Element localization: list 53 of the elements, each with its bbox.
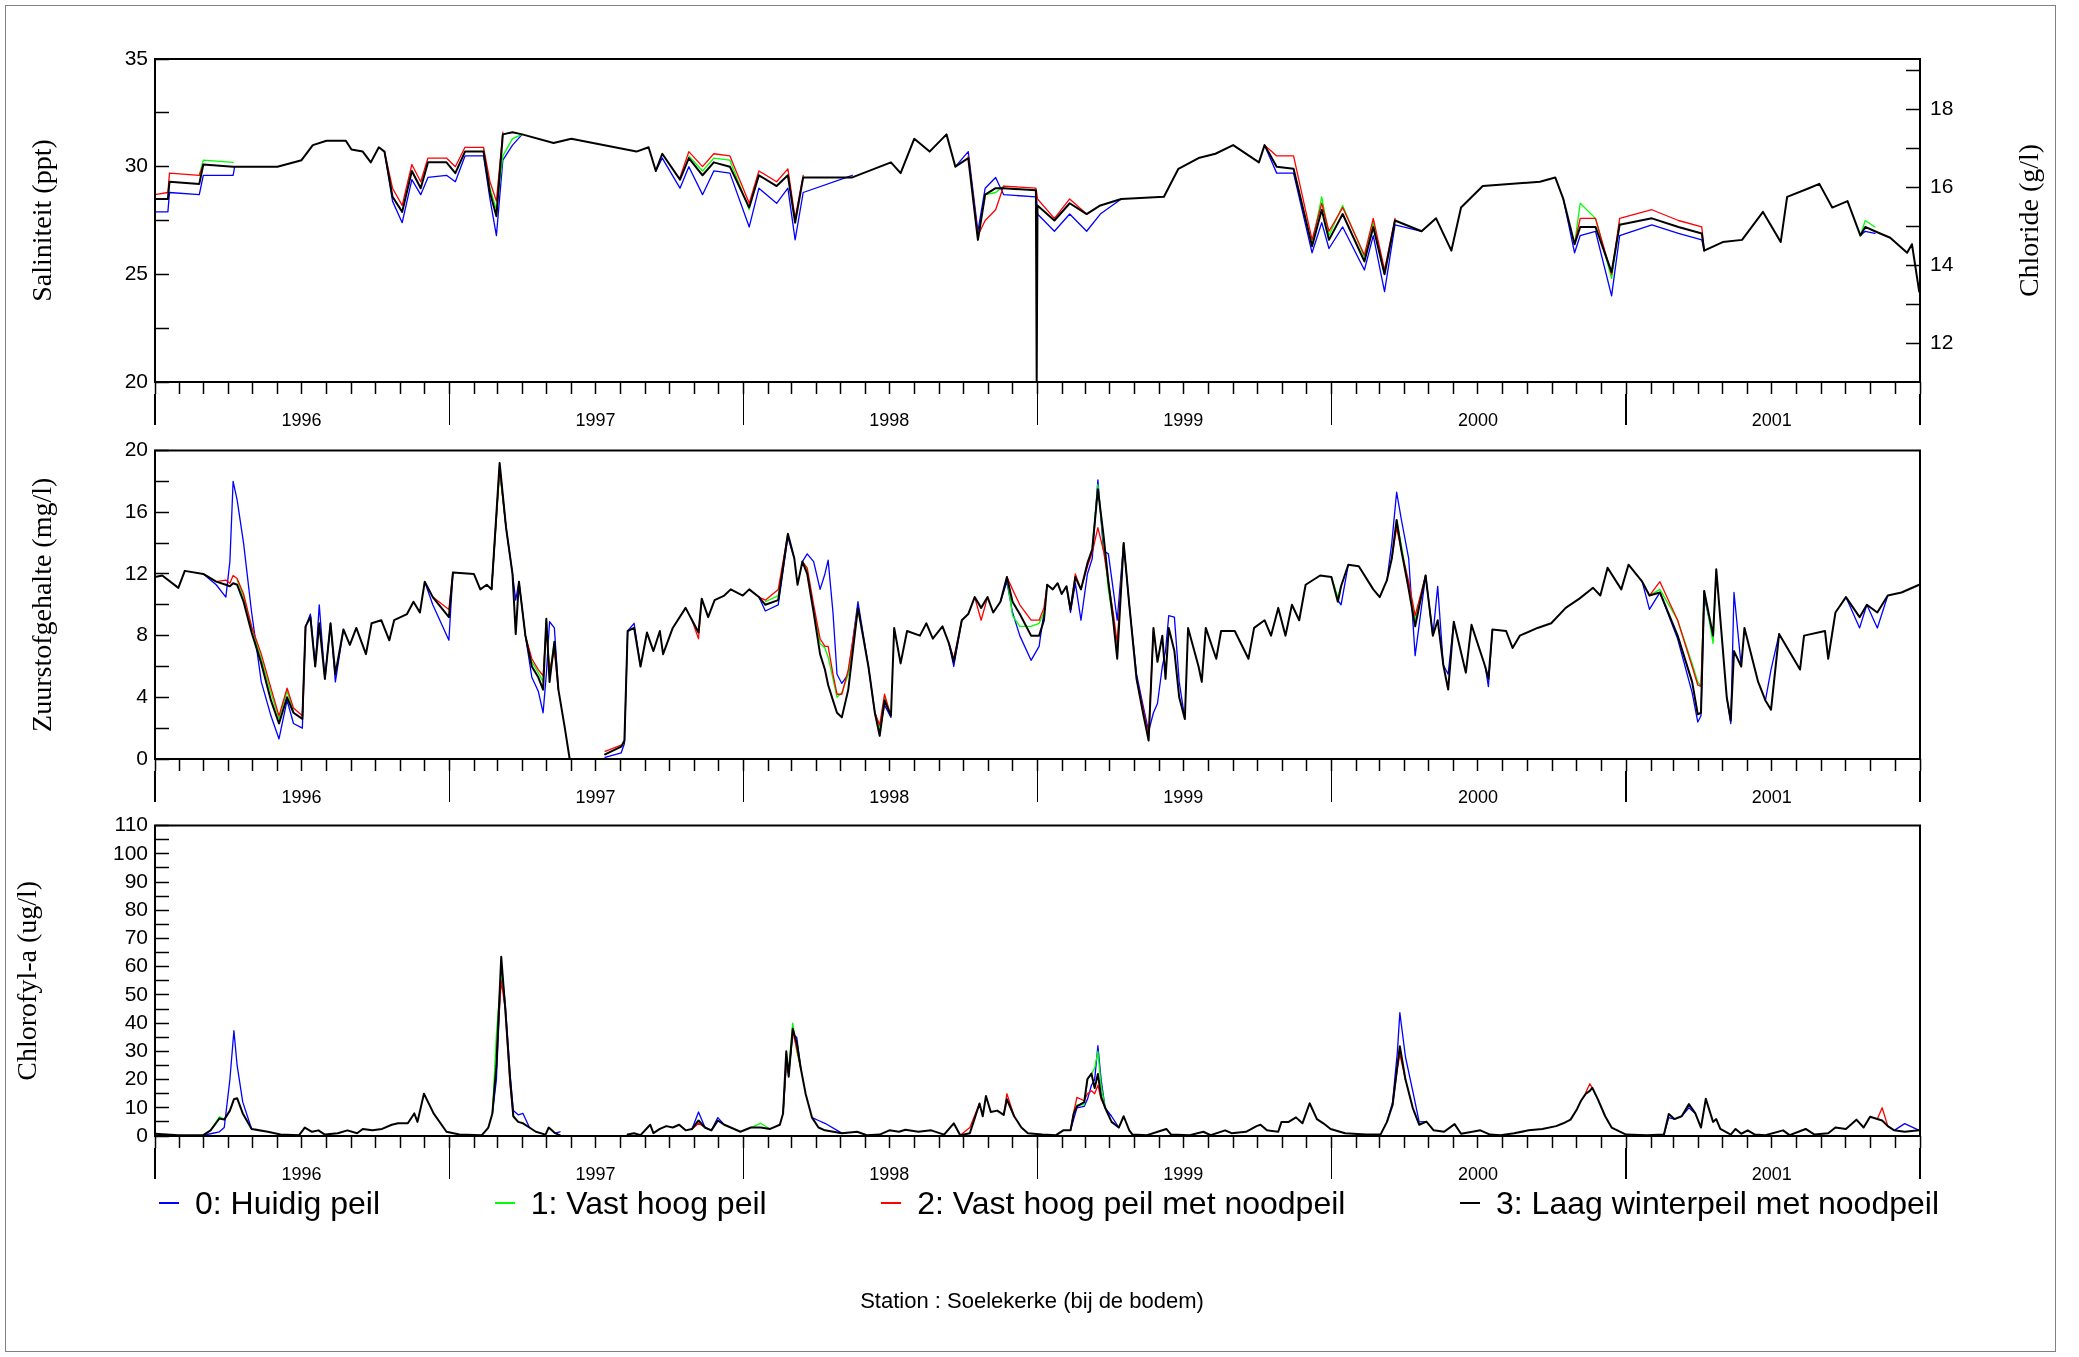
x-tick-label: 1996 xyxy=(281,786,322,807)
x-tick-label: 1999 xyxy=(1163,1163,1204,1184)
y-tick-label: 90 xyxy=(124,868,148,892)
y-tick-label: 20 xyxy=(124,368,148,392)
y-tick-label: 40 xyxy=(124,1009,148,1033)
x-tick-label: 2001 xyxy=(1751,786,1792,807)
y-tick-label: 25 xyxy=(124,261,148,285)
y-tick-label: 20 xyxy=(124,1066,148,1090)
y-tick-label: 20 xyxy=(124,437,148,461)
y-axis-title: Saliniteit (ppt) xyxy=(26,139,58,302)
x-tick-label: 1999 xyxy=(1163,786,1204,807)
x-tick-label: 2000 xyxy=(1457,1163,1498,1184)
y-tick-label: 30 xyxy=(124,153,148,177)
y-tick-label: 50 xyxy=(124,981,148,1005)
x-tick-label: 1998 xyxy=(869,1163,910,1184)
y-tick-label: 30 xyxy=(124,1038,148,1062)
x-tick-label: 1999 xyxy=(1163,409,1204,430)
x-tick-label: 1996 xyxy=(281,1163,322,1184)
legend-label: 1: Vast hoog peil xyxy=(530,1184,767,1222)
y-tick-label: 16 xyxy=(124,499,148,523)
y-tick-label: 100 xyxy=(112,840,148,864)
y-axis-title: Zuurstofgehalte (mg/l) xyxy=(26,477,58,732)
legend-label: 0: Huidig peil xyxy=(195,1184,380,1222)
y-tick-label: 10 xyxy=(124,1094,148,1118)
x-tick-label: 1996 xyxy=(281,409,322,430)
y-tick-label: 12 xyxy=(124,560,148,584)
legend-label: 3: Laag winterpeil met noodpeil xyxy=(1496,1184,1939,1222)
y2-tick-label: 12 xyxy=(1930,329,1954,353)
legend-label: 2: Vast hoog peil met noodpeil xyxy=(917,1184,1346,1222)
x-tick-label: 1997 xyxy=(575,786,616,807)
y-tick-label: 4 xyxy=(136,684,149,708)
x-tick-label: 1997 xyxy=(575,1163,616,1184)
y-tick-label: 60 xyxy=(124,953,148,977)
y2-tick-label: 18 xyxy=(1930,96,1954,120)
x-tick-label: 2001 xyxy=(1751,1163,1792,1184)
x-tick-label: 1998 xyxy=(869,786,910,807)
y-tick-label: 0 xyxy=(136,745,148,769)
y-tick-label: 110 xyxy=(114,812,148,836)
x-tick-label: 1998 xyxy=(869,409,910,430)
x-tick-label: 2000 xyxy=(1457,786,1498,807)
y-axis-title: Chlorofyl-a (ug/l) xyxy=(11,880,43,1081)
y-tick-label: 70 xyxy=(124,925,148,949)
y2-tick-label: 14 xyxy=(1930,252,1954,276)
x-tick-label: 2000 xyxy=(1457,409,1498,430)
y-tick-label: 0 xyxy=(136,1122,148,1146)
y2-tick-label: 16 xyxy=(1930,174,1954,198)
text: Station : Soelekerke (bij de bodem) xyxy=(860,1288,1204,1313)
y-tick-label: 80 xyxy=(124,897,148,921)
y-tick-label: 8 xyxy=(136,622,148,646)
x-tick-label: 2001 xyxy=(1751,409,1792,430)
y2-axis-title: Chloride (g/l) xyxy=(2013,143,2045,298)
y-tick-label: 35 xyxy=(124,45,148,69)
x-tick-label: 1997 xyxy=(575,409,616,430)
